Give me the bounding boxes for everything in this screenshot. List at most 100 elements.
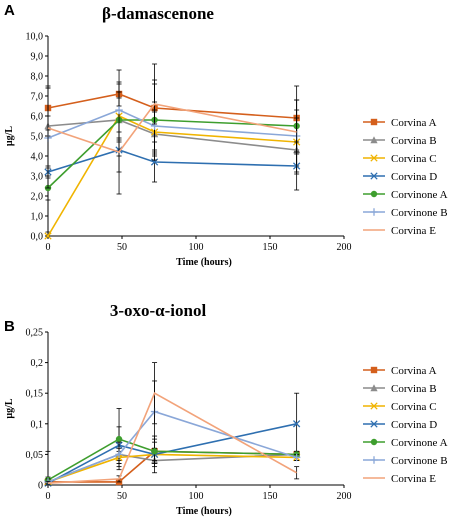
legend-label: Corvina A [391,117,437,129]
legend-item: Corvina B [363,383,437,395]
legend-item: Corvinone B [363,455,448,467]
x-tick-label: 0 [46,242,51,253]
x-tick-label: 150 [263,491,278,502]
legend-item: Corvina A [363,117,437,129]
legend-item: Corvinone A [363,189,448,201]
legend-label: Corvina D [391,171,437,183]
legend-item: Corvinone B [363,207,448,219]
legend-label: Corvinone B [391,207,448,219]
legend-marker [370,154,378,162]
series-corvina-e [45,362,300,486]
legend: Corvina A Corvina B Corvina C Corvina D Corv… [363,365,448,485]
legend-item: Corvina E [363,225,436,237]
y-tick-label: 0 [38,481,43,492]
series-line [47,438,297,481]
legend-marker [370,456,378,464]
chart-title: β-damascenone [102,4,214,23]
x-tick-label: 150 [263,242,278,253]
x-tick-label: 100 [189,491,204,502]
y-tick-label: 10,0 [26,32,44,43]
y-tick-label: 0,1 [31,419,44,430]
series-line [47,119,297,189]
data-point [44,232,52,240]
legend-label: Corvina E [391,225,436,237]
series-line [47,93,297,119]
x-tick-label: 0 [46,491,51,502]
x-tick-label: 50 [117,242,127,253]
legend-label: Corvina B [391,135,437,147]
x-tick-label: 100 [189,242,204,253]
series-line [47,423,297,484]
legend-label: Corvinone A [391,437,448,449]
data-point [115,435,123,443]
data-point [115,450,123,459]
y-tick-label: 8,0 [31,72,44,83]
panel-letter: B [4,318,15,335]
panel-letter: A [4,2,15,19]
series-line [47,410,297,483]
legend-item: Corvina B [363,135,437,147]
legend-label: Corvina C [391,401,437,413]
x-tick-label: 200 [337,242,352,253]
y-tick-label: 0,15 [26,389,44,400]
legend-item: Corvina D [363,171,437,183]
legend-marker [370,402,378,410]
legend-marker [370,118,378,126]
series-line [47,149,297,173]
y-tick-label: 9,0 [31,52,44,63]
legend-marker [370,384,378,392]
y-tick-label: 0,0 [31,232,44,243]
series-line [47,109,297,139]
legend-label: Corvina B [391,383,437,395]
y-tick-label: 3,0 [31,172,44,183]
y-tick-label: 6,0 [31,112,44,123]
data-point [151,448,158,455]
legend-item: Corvina E [363,473,436,485]
series-line [47,114,297,237]
x-tick-label: 50 [117,491,127,502]
y-tick-label: 4,0 [31,152,44,163]
series-corvina-e [45,83,300,173]
legend-item: Corvina C [363,401,437,413]
x-axis-label: Time (hours) [176,506,232,517]
series-line [47,392,298,484]
y-tick-label: 0,2 [31,358,44,369]
y-tick-label: 1,0 [31,212,44,223]
chart-panel-B: B 3-oxo-α-ionol 0 0,05 0,1 0,15 0,2 0,25 0 50 100 1… [4,301,448,517]
y-tick-label: 0,25 [26,328,44,339]
legend-label: Corvina C [391,153,437,165]
legend: Corvina A Corvina B Corvina C Corvina D Corv… [363,117,448,237]
data-point [115,106,123,114]
series-corvina-d [44,392,301,487]
x-axis-label: Time (hours) [176,257,232,268]
legend-label: Corvinone A [391,189,448,201]
series-corvinone-b [44,81,301,189]
legend-label: Corvinone B [391,455,448,467]
y-axis-label: µg/L [4,398,15,419]
x-tick-label: 200 [337,491,352,502]
y-tick-label: 5,0 [31,132,44,143]
legend-marker [370,208,378,216]
legend-marker [370,190,378,198]
data-point [292,420,301,428]
series-line [47,453,297,483]
legend-marker [370,366,378,374]
y-axis-label: µg/L [4,126,15,147]
legend-item: Corvina A [363,365,437,377]
legend-item: Corvina C [363,153,437,165]
data-point [292,453,301,462]
y-tick-label: 7,0 [31,92,44,103]
chart-title: 3-oxo-α-ionol [110,301,207,320]
legend-marker [370,438,378,446]
legend-label: Corvina A [391,365,437,377]
legend-marker [370,172,378,180]
legend-label: Corvina D [391,419,437,431]
series-corvina-d [44,105,301,195]
series-line [47,103,297,153]
y-tick-label: 0,05 [26,450,44,461]
legend-item: Corvina D [363,419,437,431]
legend-label: Corvina E [391,473,436,485]
y-tick-label: 2,0 [31,192,44,203]
